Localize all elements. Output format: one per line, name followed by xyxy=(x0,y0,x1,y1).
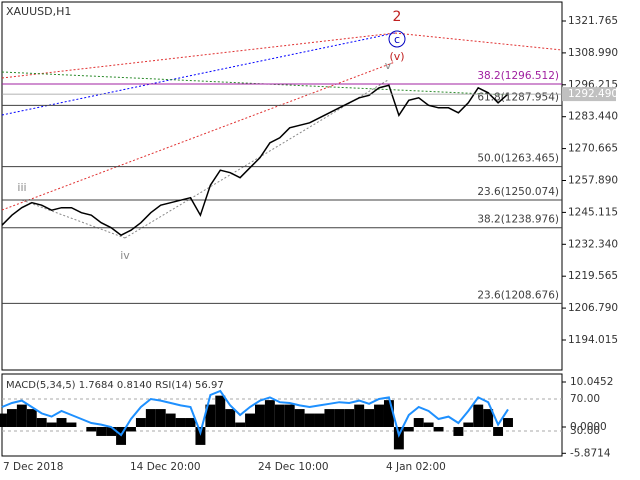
macd-bar xyxy=(245,413,255,427)
y-tick-label: 0.0000 xyxy=(570,421,607,433)
macd-bar xyxy=(304,413,315,427)
macd-bar xyxy=(126,426,136,432)
fib-label: 50.0(1263.465) xyxy=(477,153,559,165)
macd-bar xyxy=(225,409,236,427)
macd-bar xyxy=(433,426,444,432)
trend-line xyxy=(1,61,396,211)
macd-bar xyxy=(106,426,117,436)
x-tick-label: 14 Dec 20:00 xyxy=(130,461,201,473)
macd-bar xyxy=(453,426,464,436)
macd-bar xyxy=(0,413,7,427)
wave-label: 2 xyxy=(393,9,402,25)
macd-bar xyxy=(284,404,295,427)
fib-label: 38.2(1238.976) xyxy=(477,214,559,226)
price-line xyxy=(1,84,509,237)
y-tick-label: 1257.890 xyxy=(568,174,618,186)
macd-bar xyxy=(294,409,305,427)
x-tick-label: 7 Dec 2018 xyxy=(3,461,63,473)
macd-bar xyxy=(383,400,394,427)
x-tick-label: 4 Jan 02:00 xyxy=(386,461,446,473)
macd-bar xyxy=(334,409,345,427)
macd-bar xyxy=(185,418,196,427)
trend-line xyxy=(1,71,509,96)
fib-label: 23.6(1208.676) xyxy=(477,289,559,301)
wave-label: (v) xyxy=(389,50,404,63)
fib-label: 23.6(1250.074) xyxy=(477,186,559,198)
y2-tick-label: 70.00 xyxy=(570,393,600,405)
macd-bar xyxy=(6,409,17,427)
wave-label: iv xyxy=(120,249,130,262)
macd-bar xyxy=(314,413,325,427)
y-tick-label: 1283.440 xyxy=(568,111,618,123)
y-tick-label: 1270.665 xyxy=(568,143,618,155)
y-tick-label: -5.8714 xyxy=(570,447,611,459)
trend-line xyxy=(1,32,396,116)
rsi-line xyxy=(1,389,509,438)
y-tick-label: 1245.115 xyxy=(568,206,618,218)
macd-bar xyxy=(175,418,186,427)
macd-bar xyxy=(235,422,246,427)
macd-bar xyxy=(205,404,216,427)
y-tick-label: 1308.990 xyxy=(568,47,618,59)
chart-title: XAUUSD,H1 xyxy=(6,5,71,18)
trend-line xyxy=(1,32,396,79)
macd-bar xyxy=(215,395,226,427)
macd-bar xyxy=(56,418,67,427)
y2-tick-label: 30.00 xyxy=(570,425,600,437)
macd-bar xyxy=(16,404,27,427)
macd-bar xyxy=(364,409,375,427)
wave-line xyxy=(124,79,389,239)
macd-bar xyxy=(195,426,206,445)
main-frame xyxy=(1,1,563,371)
fib-label: 38.2(1296.512) xyxy=(477,70,559,82)
macd-bar xyxy=(324,409,335,427)
wave-label: iii xyxy=(17,181,26,194)
x-tick-label: 24 Dec 10:00 xyxy=(258,461,329,473)
y-tick-label: 1232.340 xyxy=(568,238,618,250)
macd-bar xyxy=(165,413,176,427)
macd-bar xyxy=(255,404,265,427)
y-tick-label: 1219.565 xyxy=(568,270,618,282)
macd-bar xyxy=(354,404,365,427)
macd-bar xyxy=(413,418,424,427)
macd-bar xyxy=(264,400,275,427)
macd-bar xyxy=(473,404,484,427)
macd-bar xyxy=(86,426,97,432)
macd-bar xyxy=(503,418,513,427)
macd-bar xyxy=(46,422,57,427)
macd-bar xyxy=(344,409,355,427)
macd-bar xyxy=(66,422,77,427)
macd-bar xyxy=(26,409,37,427)
macd-bar xyxy=(403,426,414,432)
macd-bar xyxy=(423,422,434,427)
wave-label: c xyxy=(394,33,400,46)
indicator-title: MACD(5,34,5) 1.7684 0.8140 RSI(14) 56.97 xyxy=(6,380,224,391)
macd-bar xyxy=(96,426,107,436)
y-tick-label: 1194.015 xyxy=(568,334,618,346)
macd-bar xyxy=(135,418,146,427)
current-price-label: 1292.490 xyxy=(568,88,618,100)
y-tick-label: 1321.765 xyxy=(568,15,618,27)
macd-bar xyxy=(36,418,47,427)
wave-label: v xyxy=(385,59,392,72)
current-price-box xyxy=(562,87,616,102)
macd-bar xyxy=(483,409,494,427)
wave-circle xyxy=(388,30,406,48)
macd-bar xyxy=(393,426,404,450)
macd-bar xyxy=(493,426,504,436)
macd-bar xyxy=(155,409,166,427)
y-tick-label: 1206.790 xyxy=(568,302,618,314)
macd-bar xyxy=(463,422,474,427)
macd-bar xyxy=(374,404,384,427)
macd-bar xyxy=(274,404,285,427)
y-tick-label: 10.0452 xyxy=(570,376,613,388)
macd-bar xyxy=(145,409,156,427)
